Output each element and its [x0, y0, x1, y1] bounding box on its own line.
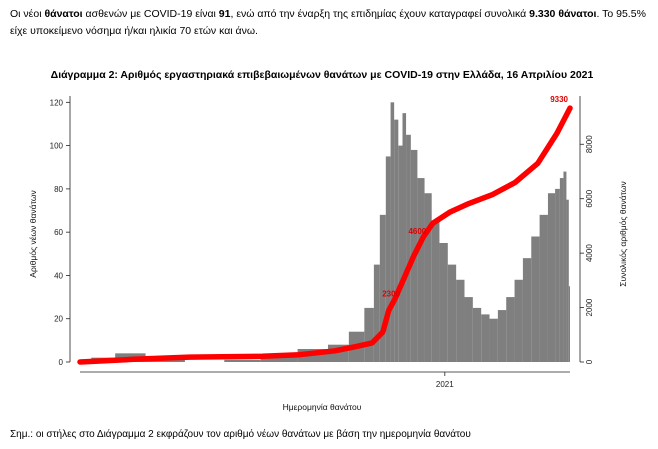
daily-bar — [394, 119, 399, 362]
daily-bar — [145, 359, 185, 362]
daily-bar — [547, 193, 556, 362]
daily-bar — [260, 355, 298, 362]
daily-bar — [406, 134, 411, 362]
intro-text-1: Οι νέοι — [10, 8, 45, 20]
daily-bar — [514, 279, 523, 362]
chart-title: Διάγραμμα 2: Αριθμός εργαστηριακά επιβεβ… — [51, 69, 594, 81]
y2-axis-label: Συνολικός αριθμός θανάτων — [618, 181, 628, 287]
cumulative-data-label: 2300 — [382, 289, 400, 298]
y2-tick-label: 0 — [585, 359, 594, 364]
y-tick-label: 0 — [59, 358, 64, 367]
y-tick-label: 80 — [54, 185, 63, 194]
daily-bar — [555, 188, 560, 362]
daily-bar — [464, 297, 473, 362]
intro-bold-total: 9.330 θάνατοι — [529, 8, 597, 20]
intro-bold-deaths: θάνατοι — [44, 8, 83, 20]
footnote: Σημ.: οι στήλες στο Διάγραμμα 2 εκφράζου… — [10, 429, 471, 440]
daily-bar — [481, 314, 490, 362]
daily-bar — [385, 156, 391, 362]
daily-bar — [566, 199, 569, 362]
y-axis-label: Αριθμός νέων θανάτων — [28, 190, 38, 277]
daily-bar — [456, 279, 465, 362]
daily-bar — [364, 307, 374, 362]
daily-bar — [539, 214, 548, 362]
daily-bar — [531, 236, 540, 362]
cumulative-data-label: 4600 — [408, 227, 426, 236]
intro-text-4: . Το 95.5% είχε υποκείμενο νόσημα ή/και … — [10, 8, 646, 37]
daily-bar — [424, 193, 432, 362]
daily-bar — [417, 178, 425, 362]
cumulative-deaths-line — [77, 105, 573, 365]
daily-bar — [563, 171, 567, 362]
daily-bar — [447, 264, 457, 362]
daily-bar — [373, 264, 380, 362]
daily-bar — [398, 145, 403, 362]
daily-bar — [497, 310, 507, 362]
intro-bold-new-count: 91 — [218, 8, 231, 20]
y-tick-label: 20 — [54, 315, 63, 324]
intro-paragraph: Οι νέοι θάνατοι ασθενών με COVID-19 είνα… — [10, 6, 650, 40]
chart-axes: 0 20 40 60 80 100 120 0 2000 4000 6000 8000 2021 — [50, 96, 594, 389]
y2-tick-label: 6000 — [585, 189, 594, 207]
y-tick-label: 120 — [50, 98, 64, 107]
daily-bar — [379, 214, 386, 362]
daily-bar — [472, 307, 482, 362]
intro-text-2: ασθενών με COVID-19 είναι — [82, 8, 219, 20]
cumulative-annotations: 2300 4600 9330 — [382, 95, 568, 298]
daily-deaths-bars — [91, 102, 570, 362]
daily-bar — [559, 178, 564, 362]
daily-bar — [224, 359, 261, 362]
daily-bar — [439, 242, 448, 362]
intro-text-3: , ενώ από την έναρξη της επιδημίας έχουν… — [230, 8, 530, 20]
daily-bar — [506, 297, 515, 362]
x-axis-label: Ημερομηνία θανάτου — [283, 402, 362, 412]
y-tick-label: 100 — [50, 142, 64, 151]
x-tick-label: 2021 — [436, 380, 454, 389]
y2-tick-label: 4000 — [585, 244, 594, 262]
daily-bar — [522, 258, 532, 362]
y-tick-label: 40 — [54, 271, 63, 280]
daily-bar — [431, 221, 440, 362]
daily-bar — [568, 286, 570, 362]
y2-tick-label: 8000 — [585, 135, 594, 153]
y-tick-label: 60 — [54, 228, 63, 237]
daily-bar — [402, 113, 407, 362]
daily-bar — [489, 318, 498, 362]
y2-tick-label: 2000 — [585, 298, 594, 316]
cumulative-data-label: 9330 — [550, 95, 568, 104]
daily-bar — [390, 102, 395, 362]
